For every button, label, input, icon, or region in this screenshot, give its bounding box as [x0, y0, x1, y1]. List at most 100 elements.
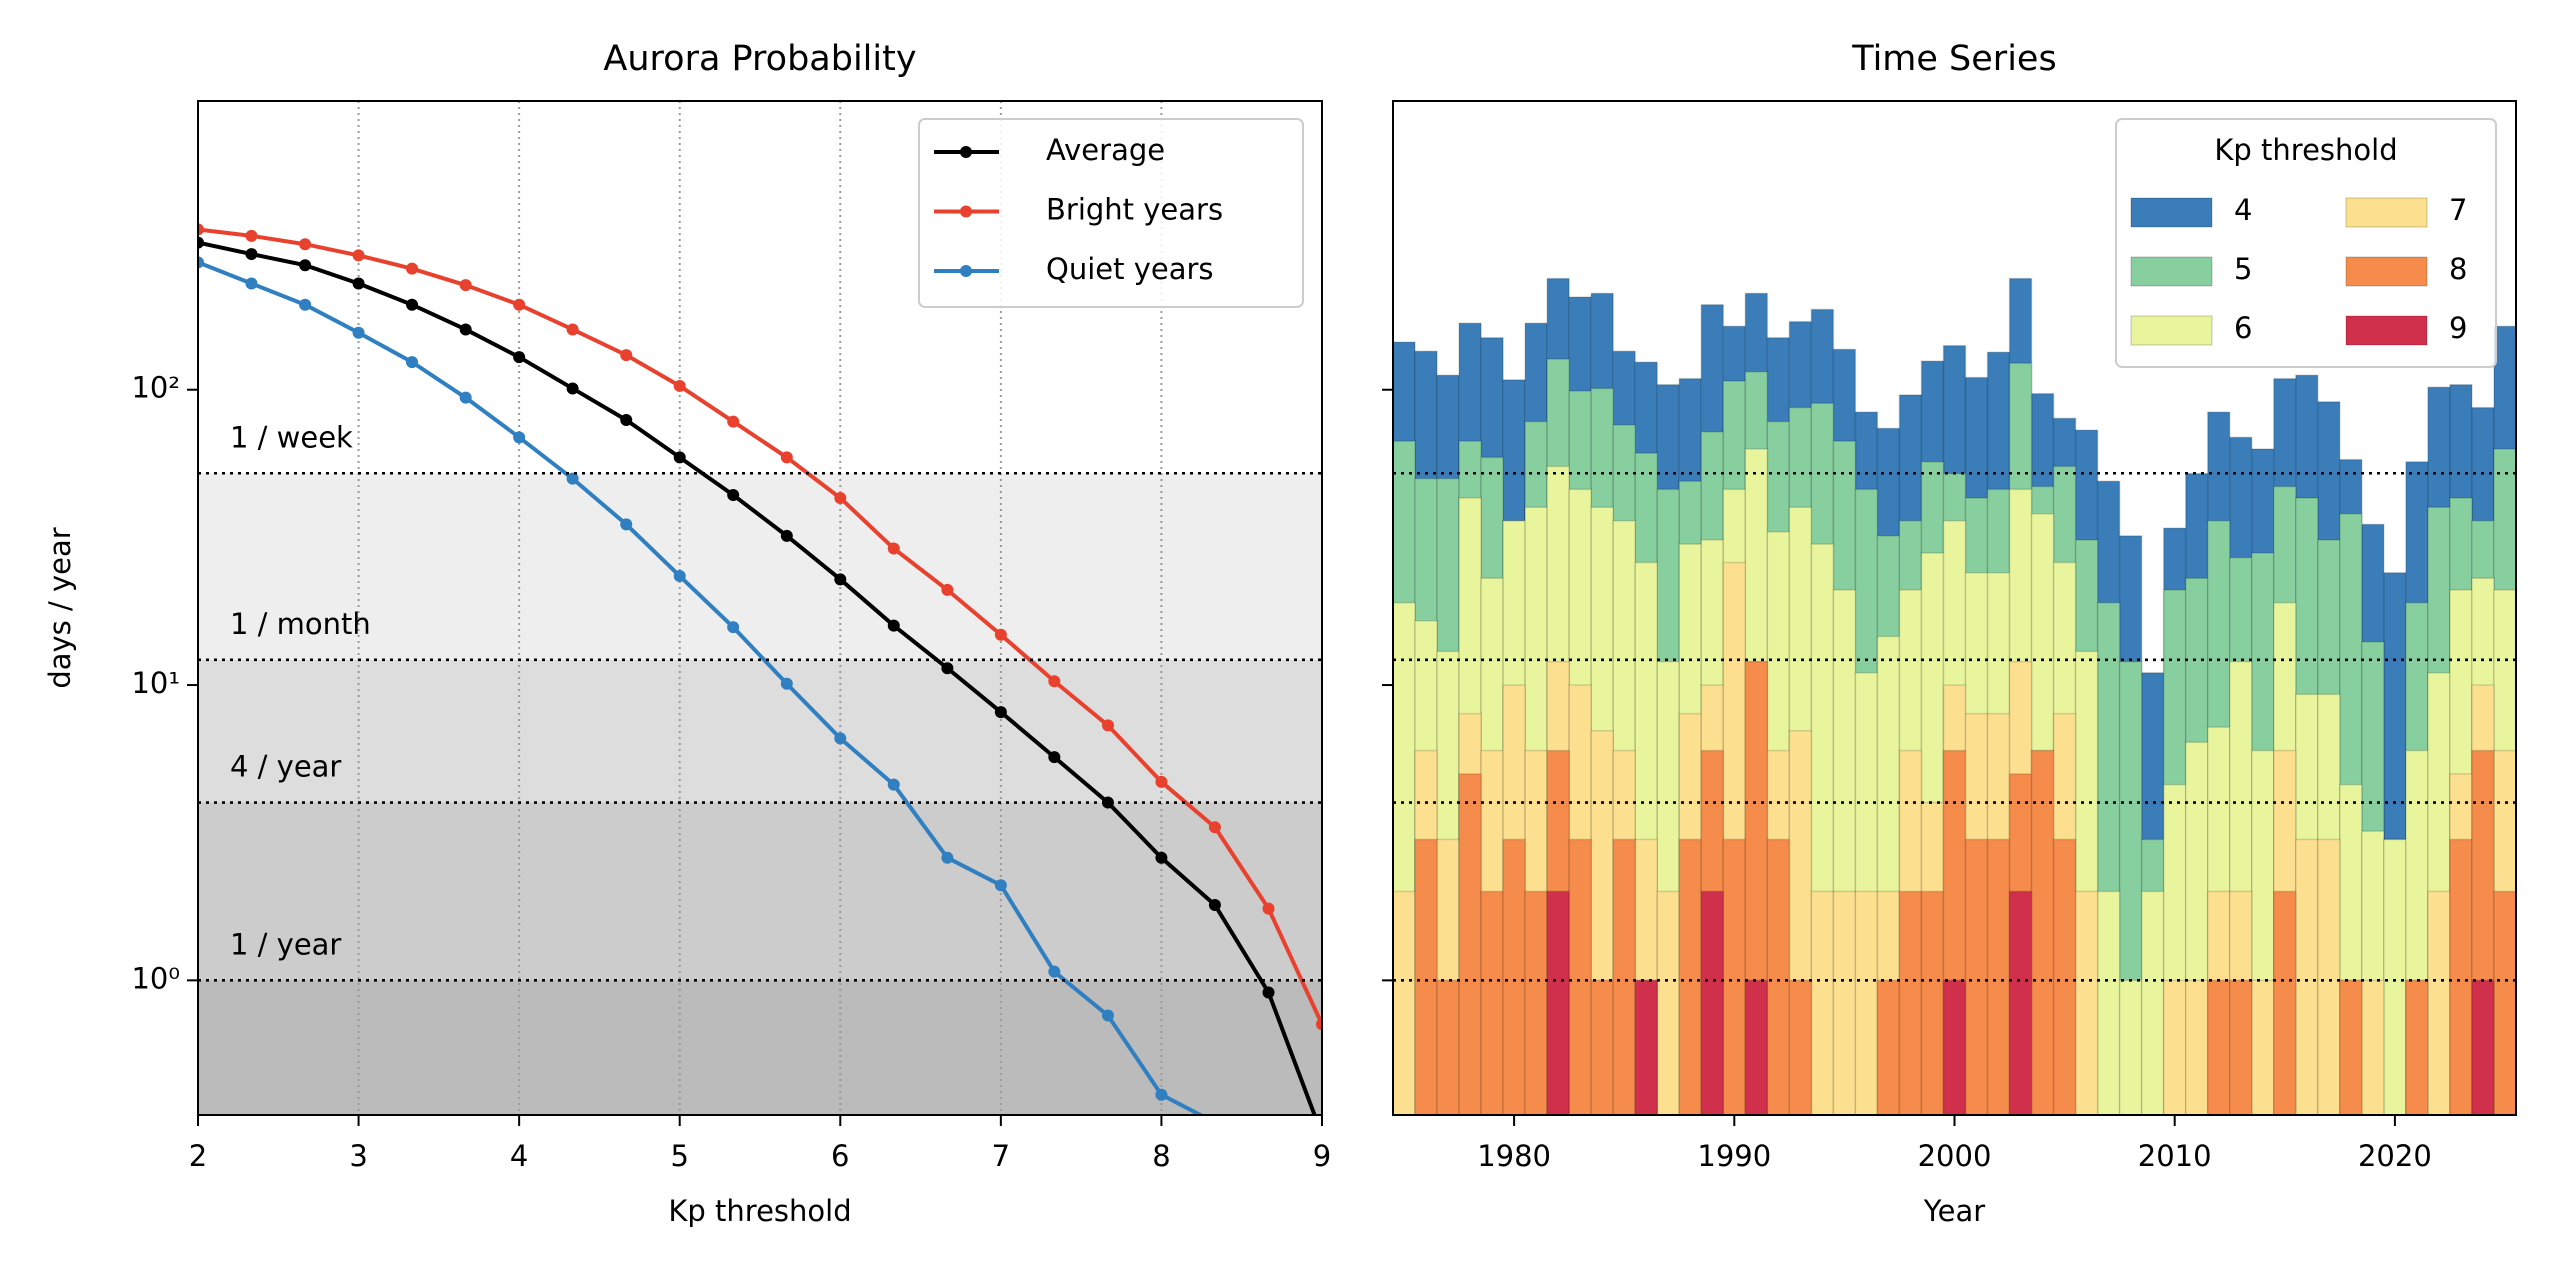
bar	[2493, 890, 2516, 1115]
y-tick-label: 10⁰	[131, 961, 180, 995]
bar	[1744, 979, 1769, 1115]
threshold-label: 1 / week	[230, 420, 353, 454]
bar	[1722, 838, 1747, 1115]
legend-marker	[960, 205, 972, 218]
panel: 1 / week 1 / month 4 / year 1 / year 2 3 4 5 6 7 8…	[43, 39, 1331, 1228]
series-marker	[299, 259, 312, 272]
bar	[2339, 979, 2363, 1115]
bar	[2140, 890, 2165, 1115]
x-tick-label: 2020	[2358, 1139, 2432, 1173]
threshold-band	[198, 802, 1322, 981]
series-marker	[620, 518, 633, 531]
x-axis-label: Year	[1923, 1194, 1985, 1228]
series-marker	[245, 229, 258, 242]
bar	[1546, 890, 1570, 1115]
x-tick-label: 1980	[1477, 1139, 1551, 1173]
series-marker	[198, 236, 204, 249]
bar	[2184, 979, 2209, 1115]
legend-swatch	[2130, 256, 2213, 287]
bar	[2361, 979, 2385, 1115]
y-axis-label: days / year	[43, 527, 77, 688]
series-marker	[673, 451, 686, 464]
bar	[1942, 979, 1967, 1115]
threshold-band	[198, 473, 1322, 660]
series-marker	[673, 570, 686, 583]
legend-label: 5	[2234, 252, 2252, 286]
series-marker	[352, 277, 365, 290]
legend-label: Quiet years	[1046, 252, 1214, 286]
series-marker	[727, 621, 740, 634]
legend-swatch	[2345, 315, 2428, 346]
bar	[2427, 890, 2451, 1115]
series-marker	[834, 491, 847, 504]
series-marker	[459, 391, 472, 404]
series-marker	[1048, 965, 1061, 978]
bar	[2162, 979, 2187, 1115]
bar	[2449, 838, 2473, 1115]
bar	[1854, 890, 1879, 1115]
series-marker	[887, 778, 900, 791]
series-marker	[727, 415, 740, 428]
legend-title: Kp threshold	[2214, 133, 2397, 167]
y-tick-label: 10¹	[131, 666, 180, 700]
x-tick-label: 2010	[2138, 1139, 2212, 1173]
legend-swatch	[2345, 197, 2428, 228]
legend-label: 9	[2449, 311, 2467, 345]
bar	[1920, 890, 1945, 1115]
series-marker	[941, 583, 954, 596]
series-marker	[459, 323, 472, 336]
bar	[1964, 838, 1989, 1115]
bar	[2228, 979, 2253, 1115]
series-marker	[299, 238, 312, 251]
bar	[1898, 890, 1923, 1115]
series-marker	[1208, 821, 1221, 834]
bar	[2251, 979, 2275, 1115]
x-tick-label: 5	[670, 1139, 688, 1173]
series-marker	[994, 706, 1007, 719]
series-marker	[834, 573, 847, 586]
threshold-label: 4 / year	[230, 750, 341, 784]
axes-frame	[197, 100, 1323, 1116]
series-marker	[780, 677, 793, 690]
threshold-band	[198, 659, 1322, 803]
bar	[1832, 890, 1857, 1115]
legend-marker	[960, 265, 972, 277]
x-tick-label: 9	[1313, 1139, 1331, 1173]
bar	[1458, 773, 1482, 1115]
threshold-label: 1 / month	[230, 607, 371, 641]
series-marker	[1155, 1088, 1168, 1101]
bar	[2052, 838, 2077, 1115]
series-marker	[198, 256, 204, 269]
series-marker	[1155, 775, 1168, 788]
bar	[1612, 838, 1636, 1115]
bar	[1656, 890, 1681, 1115]
threshold-band	[198, 980, 1322, 1115]
series-marker	[834, 732, 847, 745]
legend-swatch	[2130, 315, 2213, 346]
series-marker	[245, 248, 258, 261]
series-marker	[887, 619, 900, 632]
legend-marker	[960, 146, 972, 158]
x-tick-label: 7	[992, 1139, 1010, 1173]
bar	[1480, 890, 1504, 1115]
bar	[1414, 838, 1438, 1115]
series-marker	[1101, 719, 1114, 732]
series-marker	[673, 379, 686, 392]
bar	[1810, 890, 1835, 1115]
x-tick-label: 6	[831, 1139, 849, 1173]
bar	[2206, 979, 2231, 1115]
series-line	[198, 240, 1317, 1115]
x-tick-label: 3	[349, 1139, 367, 1173]
bar	[2471, 979, 2495, 1115]
legend-label: Bright years	[1046, 193, 1223, 227]
series-marker	[245, 277, 258, 290]
series-marker	[1316, 1018, 1322, 1031]
legend-label: 7	[2449, 193, 2467, 227]
threshold-label: 1 / year	[230, 927, 341, 961]
series-marker	[620, 349, 633, 362]
series-marker	[780, 529, 793, 542]
series-marker	[299, 298, 312, 311]
bar	[1436, 979, 1460, 1115]
series-marker	[994, 879, 1007, 892]
